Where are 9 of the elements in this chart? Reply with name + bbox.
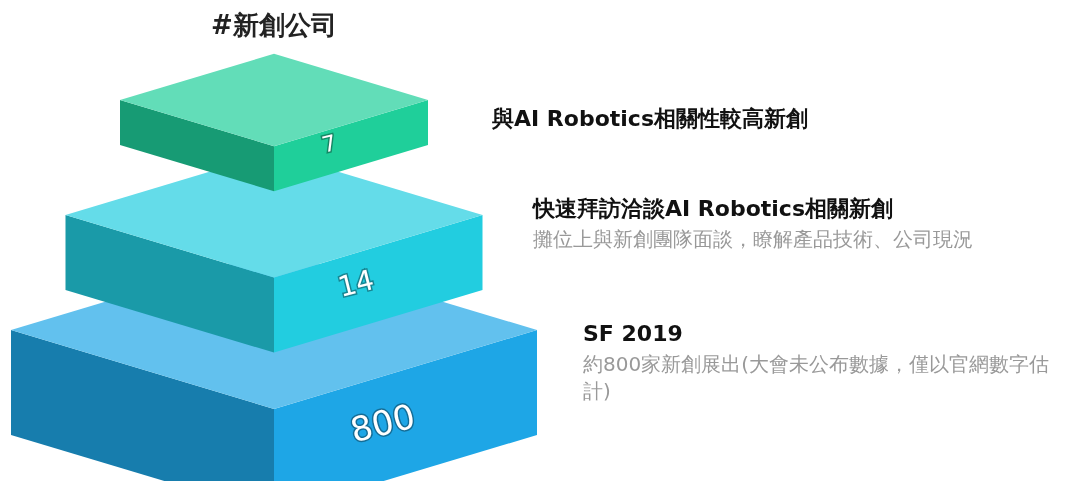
data-label: 7 (319, 129, 339, 158)
text: 攤位上與新創團隊面談，瞭解產品技術、公司現況 (533, 227, 973, 251)
category-label: 快速拜訪洽談AI Robotics相關新創 (531, 196, 893, 221)
category-label: 與AI Robotics相關性較高新創 (491, 106, 808, 131)
text: #新創公司 (211, 10, 337, 40)
data-label: 800 (346, 395, 419, 451)
data-label: 14 (334, 263, 378, 304)
category-label: SF 2019 (583, 321, 683, 346)
text: 約800家新創展出(大會未公布數據，僅以官網數字估計) (583, 352, 1049, 403)
